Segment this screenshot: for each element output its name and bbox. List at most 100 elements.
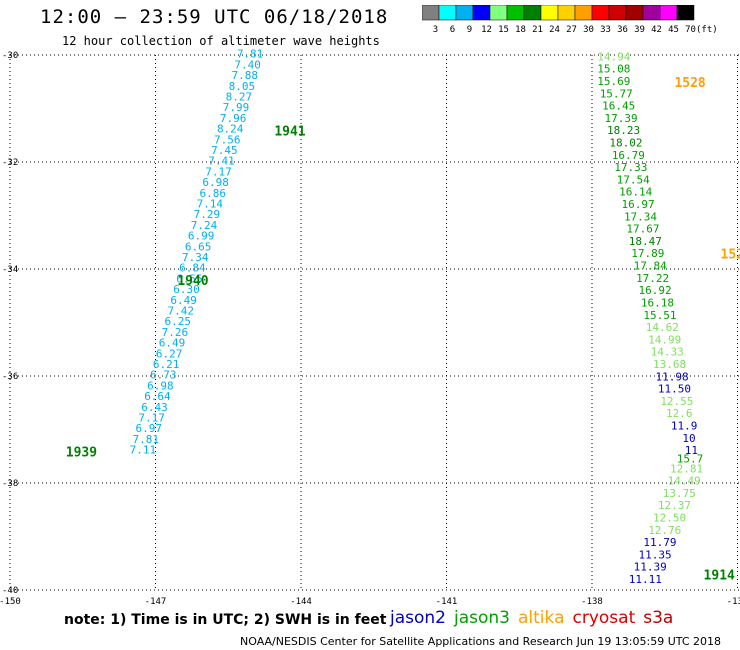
wave-height-value: 6.73 [150, 369, 177, 382]
wave-height-value: 14.33 [651, 346, 684, 359]
latitude-tick-label: -32 [2, 158, 18, 168]
wave-height-value: 6.49 [159, 337, 186, 350]
pass-time-label: 1941 [274, 124, 305, 139]
wave-height-value: 6.49 [170, 294, 197, 307]
wave-height-value: 15.69 [597, 75, 630, 88]
wave-height-value: 7.34 [182, 251, 209, 264]
wave-height-value: 7.14 [197, 197, 224, 210]
colorbar-label: 3 [433, 25, 438, 35]
wave-height-value: 18.02 [609, 136, 642, 149]
longitude-tick-label: -138 [581, 597, 603, 607]
colorbar-label: 36 [617, 25, 628, 35]
wave-height-value: 7.96 [220, 112, 247, 125]
wave-height-value: 17.22 [636, 272, 669, 285]
wave-height-value: 6.43 [141, 401, 168, 414]
wave-height-value: 6.27 [156, 347, 183, 360]
wave-height-value: 11 [685, 444, 698, 457]
wave-height-value: 6.55 [176, 272, 203, 285]
wave-height-value: 6.98 [147, 379, 174, 392]
colorbar-label: 24 [549, 25, 560, 35]
wave-height-value: 11.50 [658, 383, 691, 396]
wave-height-value: 6.84 [179, 262, 206, 275]
wave-height-value: 18.23 [607, 124, 640, 137]
colorbar-label: 70 [685, 25, 696, 35]
pass-time-label: 1528 [674, 76, 705, 91]
longitude-tick-label: -141 [436, 597, 458, 607]
wave-height-value: 7.26 [162, 326, 189, 339]
colorbar-label: 6 [450, 25, 455, 35]
colorbar-label: 12 [481, 25, 492, 35]
wave-height-value: 17.89 [631, 247, 664, 260]
wave-height-value: 7.45 [211, 144, 238, 157]
colorbar-label: 42 [651, 25, 662, 35]
wave-height-value: 14.62 [646, 321, 679, 334]
wave-height-value: 8.27 [226, 90, 253, 103]
wave-height-value: 16.79 [612, 149, 645, 162]
longitude-tick-label: -144 [290, 597, 312, 607]
colorbar-label: 15 [498, 25, 509, 35]
wave-height-value: 15.51 [643, 309, 676, 322]
wave-height-value: 15.7 [677, 453, 704, 466]
wave-height-value: 7.17 [205, 165, 232, 178]
wave-height-value: 7.29 [194, 208, 221, 221]
wave-height-value: 8.24 [217, 123, 244, 136]
wave-height-value: 6.30 [173, 283, 200, 296]
pass-time-label: 1940 [177, 274, 208, 289]
wave-height-value: 17.67 [626, 223, 659, 236]
wave-height-value: 16.92 [638, 284, 671, 297]
pass-time-label: 1914 [704, 568, 735, 583]
units-note: note: 1) Time is in UTC; 2) SWH is in fe… [64, 612, 387, 628]
wave-height-value: 16.45 [602, 100, 635, 113]
wave-height-value: 6.97 [135, 422, 162, 435]
wave-height-value: 6.99 [188, 230, 215, 243]
wave-height-value: 6.98 [202, 176, 229, 189]
wave-height-value: 14.94 [597, 50, 630, 63]
wave-height-value: 17.54 [617, 173, 650, 186]
wave-height-value: 11.98 [655, 370, 688, 383]
wave-height-value: 8.05 [229, 80, 256, 93]
wave-height-value: 6.21 [153, 358, 180, 371]
page-subtitle: 12 hour collection of altimeter wave hei… [62, 34, 380, 48]
colorbar-label: 21 [532, 25, 543, 35]
wave-height-value: 17.33 [614, 161, 647, 174]
colorbar-label: 18 [515, 25, 526, 35]
wave-height-value: 14.99 [648, 333, 681, 346]
wave-height-value: 7.81 [237, 48, 264, 61]
wave-height-value: 18.47 [629, 235, 662, 248]
satellite-legend-jason2: jason2 [390, 608, 446, 628]
credits-footer: NOAA/NESDIS Center for Satellite Applica… [240, 635, 722, 648]
latitude-tick-label: -36 [2, 372, 18, 382]
wave-height-value: 6.64 [144, 390, 171, 403]
colorbar-label: 33 [600, 25, 611, 35]
wave-height-value: 6.86 [199, 187, 226, 200]
latitude-tick-label: -38 [2, 479, 18, 489]
longitude-tick-label: -147 [145, 597, 167, 607]
wave-height-value: 12.76 [648, 524, 681, 537]
wave-height-value: 7.99 [223, 101, 250, 114]
wave-height-value: 10 [682, 432, 695, 445]
wave-height-value: 12.50 [653, 512, 686, 525]
colorbar-unit: (ft) [696, 25, 718, 35]
wave-height-value: 11.35 [638, 548, 671, 561]
wave-height-value: 7.41 [208, 155, 235, 168]
wave-height-value: 17.34 [624, 210, 657, 223]
longitude-tick-label: -150 [0, 597, 21, 607]
wave-height-value: 13.75 [663, 487, 696, 500]
wave-height-value: 11.11 [629, 573, 662, 586]
wave-height-value: 12.55 [660, 395, 693, 408]
wave-height-value: 15.08 [597, 63, 630, 76]
satellite-legend: jason2 jason3 altika cryosat s3a [390, 608, 681, 628]
wave-height-value: 12.37 [658, 499, 691, 512]
latitude-tick-label: -40 [2, 586, 18, 596]
latitude-tick-label: -30 [2, 51, 18, 61]
wave-height-value: 6.65 [185, 240, 212, 253]
colorbar-swatch [676, 5, 695, 21]
wave-height-colorbar: 3 6 9 12 15 18 21 24 27 30 33 36 39 42 45 70 (ft) [422, 5, 718, 35]
wave-height-value: 17.84 [634, 260, 667, 273]
wave-height-value: 12.6 [666, 407, 693, 420]
colorbar-label: 39 [634, 25, 645, 35]
wave-height-value: 17.39 [605, 112, 638, 125]
wave-height-value: 16.97 [622, 198, 655, 211]
wave-height-value: 13.68 [653, 358, 686, 371]
wave-height-value: 7.17 [138, 411, 165, 424]
